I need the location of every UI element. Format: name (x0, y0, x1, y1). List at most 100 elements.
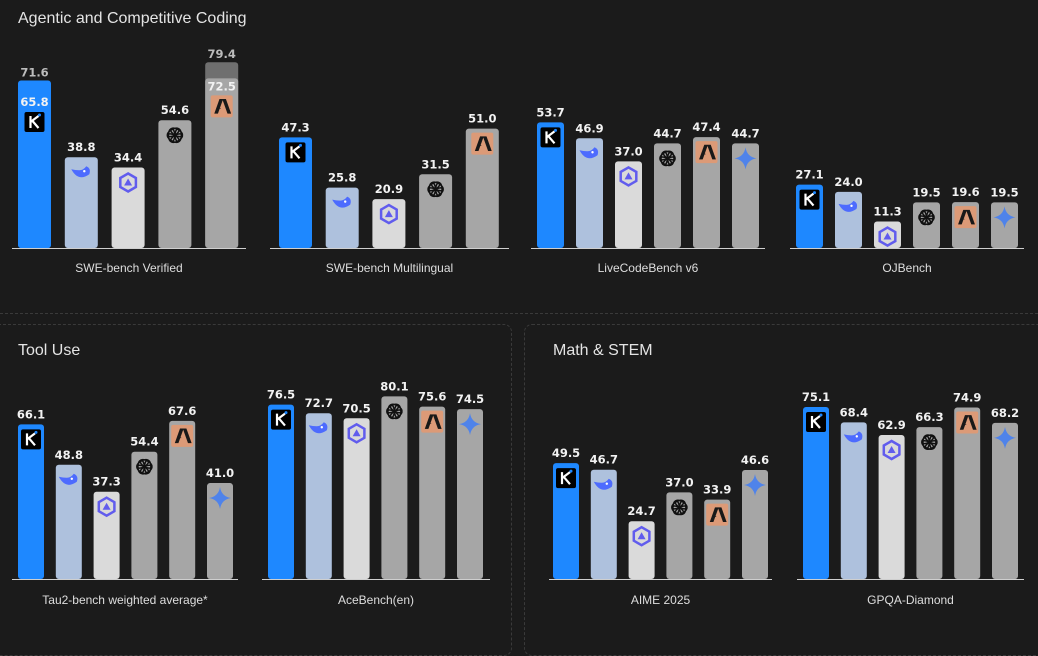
bar-deepseek (590, 469, 617, 579)
openai-knot-icon (427, 181, 444, 198)
bar-anthropic (954, 407, 981, 579)
anthropic-a-icon (956, 411, 979, 434)
data-label: 47.3 (281, 120, 309, 134)
data-label: 44.7 (653, 126, 681, 140)
data-label: 72.5 (208, 79, 236, 93)
bar-qwen (93, 491, 120, 579)
data-label: 37.3 (92, 475, 120, 489)
qwen-icon (878, 226, 897, 248)
benchmark-label: GPQA-Diamond (867, 593, 954, 607)
data-label: 44.7 (731, 126, 759, 140)
anthropic-a-icon (471, 132, 494, 155)
gemini-sparkle-icon (744, 473, 766, 496)
data-label: 48.8 (55, 448, 83, 462)
data-label: 74.9 (953, 390, 981, 404)
bar-gemini (992, 422, 1018, 579)
bar-openai (419, 174, 453, 248)
qwen-icon (119, 172, 138, 193)
kimi-k-icon (271, 409, 291, 430)
openai-knot-icon (136, 458, 153, 475)
anthropic-a-icon (695, 141, 718, 164)
benchmark-label: OJBench (882, 261, 931, 275)
chart-ojbench: 27.1 24.0 11.3 19.5 19.6 19.5 OJBench (790, 168, 1024, 275)
bar-anthropic (169, 420, 196, 579)
bar-qwen (343, 418, 370, 579)
data-label: 37.0 (665, 475, 693, 489)
section-title-math: Math & STEM (553, 342, 653, 359)
data-label: 80.1 (380, 379, 408, 393)
bar-gemini (732, 143, 759, 248)
data-label: 24.0 (834, 175, 862, 189)
benchmark-label: AceBench(en) (338, 593, 414, 607)
data-label: 41.0 (206, 466, 234, 480)
kimi-k-icon (21, 429, 41, 450)
chart-aime-2025: 49.5 46.7 24.7 37.0 33.9 46.6 AIME 2025 (549, 446, 772, 607)
deepseek-whale-icon (71, 166, 90, 178)
chart-acebench-en: 76.5 72.7 70.5 80.1 75.6 74.5 AceBench(en) (262, 379, 490, 607)
data-label: 47.4 (692, 120, 720, 134)
bar-openai (131, 451, 158, 579)
data-label: 76.5 (267, 388, 295, 402)
qwen-icon (619, 165, 638, 187)
data-label: 20.9 (375, 182, 403, 196)
bar-openai (913, 202, 940, 248)
gemini-sparkle-icon (209, 487, 231, 510)
gemini-sparkle-icon (993, 206, 1016, 229)
data-label: 75.6 (418, 390, 446, 404)
qwen-icon (347, 422, 366, 444)
section-title-tool-use: Tool Use (18, 342, 81, 359)
bar-gemini (742, 469, 768, 579)
bar-kimi (268, 404, 294, 579)
kimi-k-icon (24, 112, 45, 133)
data-label: 62.9 (877, 418, 905, 432)
data-label: 19.5 (912, 185, 940, 199)
kimi-k-icon (285, 142, 306, 163)
benchmark-label: SWE-bench Verified (75, 261, 182, 275)
data-label: 37.0 (614, 144, 642, 158)
data-label: 68.4 (840, 405, 868, 419)
data-label: 27.1 (795, 168, 823, 182)
section-title-coding: Agentic and Competitive Coding (18, 10, 247, 27)
data-label: 66.1 (17, 407, 45, 421)
openai-knot-icon (918, 209, 935, 226)
deepseek-whale-icon (58, 473, 78, 485)
bar-kimi (553, 463, 579, 579)
data-label: 46.9 (575, 121, 603, 135)
data-label: 72.7 (305, 396, 333, 410)
openai-knot-icon (921, 434, 938, 451)
data-label: 49.5 (552, 446, 580, 460)
data-label: 19.5 (990, 185, 1018, 199)
anthropic-a-icon (421, 410, 444, 433)
data-label: 33.9 (703, 483, 731, 497)
data-label: 34.4 (114, 151, 142, 165)
qwen-icon (632, 525, 651, 547)
bar-deepseek (305, 413, 332, 579)
benchmark-charts: 71.6 65.8 38.8 34.4 54.6 79.4 72.5 SWE-bench Ve… (12, 47, 1024, 607)
chart-tau2-bench-weighted-average: 66.1 48.8 37.3 54.4 67.6 41.0 Tau2-bench weigh… (12, 404, 238, 607)
deepseek-whale-icon (843, 431, 863, 443)
bar-kimi (18, 424, 44, 579)
data-label: 68.2 (991, 406, 1019, 420)
data-label: 53.7 (536, 105, 564, 119)
data-label: 67.6 (168, 404, 196, 418)
bar-kimi (803, 407, 829, 579)
bar-deepseek (835, 191, 862, 248)
kimi-k-icon (556, 468, 576, 489)
bar-openai (666, 492, 693, 579)
kimi-k-icon (799, 189, 820, 210)
data-label: 46.6 (741, 453, 769, 467)
bar-anthropic (693, 137, 720, 248)
data-label: 54.6 (161, 103, 189, 117)
data-label: 75.1 (802, 390, 830, 404)
chart-livecodebench-v6: 53.7 46.9 37.0 44.7 47.4 44.7 LiveCodeBench v6 (531, 105, 765, 275)
data-label: 19.6 (951, 185, 979, 199)
bar-deepseek (840, 422, 867, 579)
bar-anthropic (205, 78, 239, 248)
openai-knot-icon (671, 499, 688, 516)
openai-knot-icon (659, 150, 676, 167)
chart-gpqa-diamond: 75.1 68.4 62.9 66.3 74.9 68.2 GPQA-Diamond (797, 390, 1024, 607)
deepseek-whale-icon (593, 478, 613, 490)
bar-anthropic (419, 406, 446, 579)
gemini-sparkle-icon (459, 413, 481, 436)
anthropic-a-icon (706, 503, 729, 526)
